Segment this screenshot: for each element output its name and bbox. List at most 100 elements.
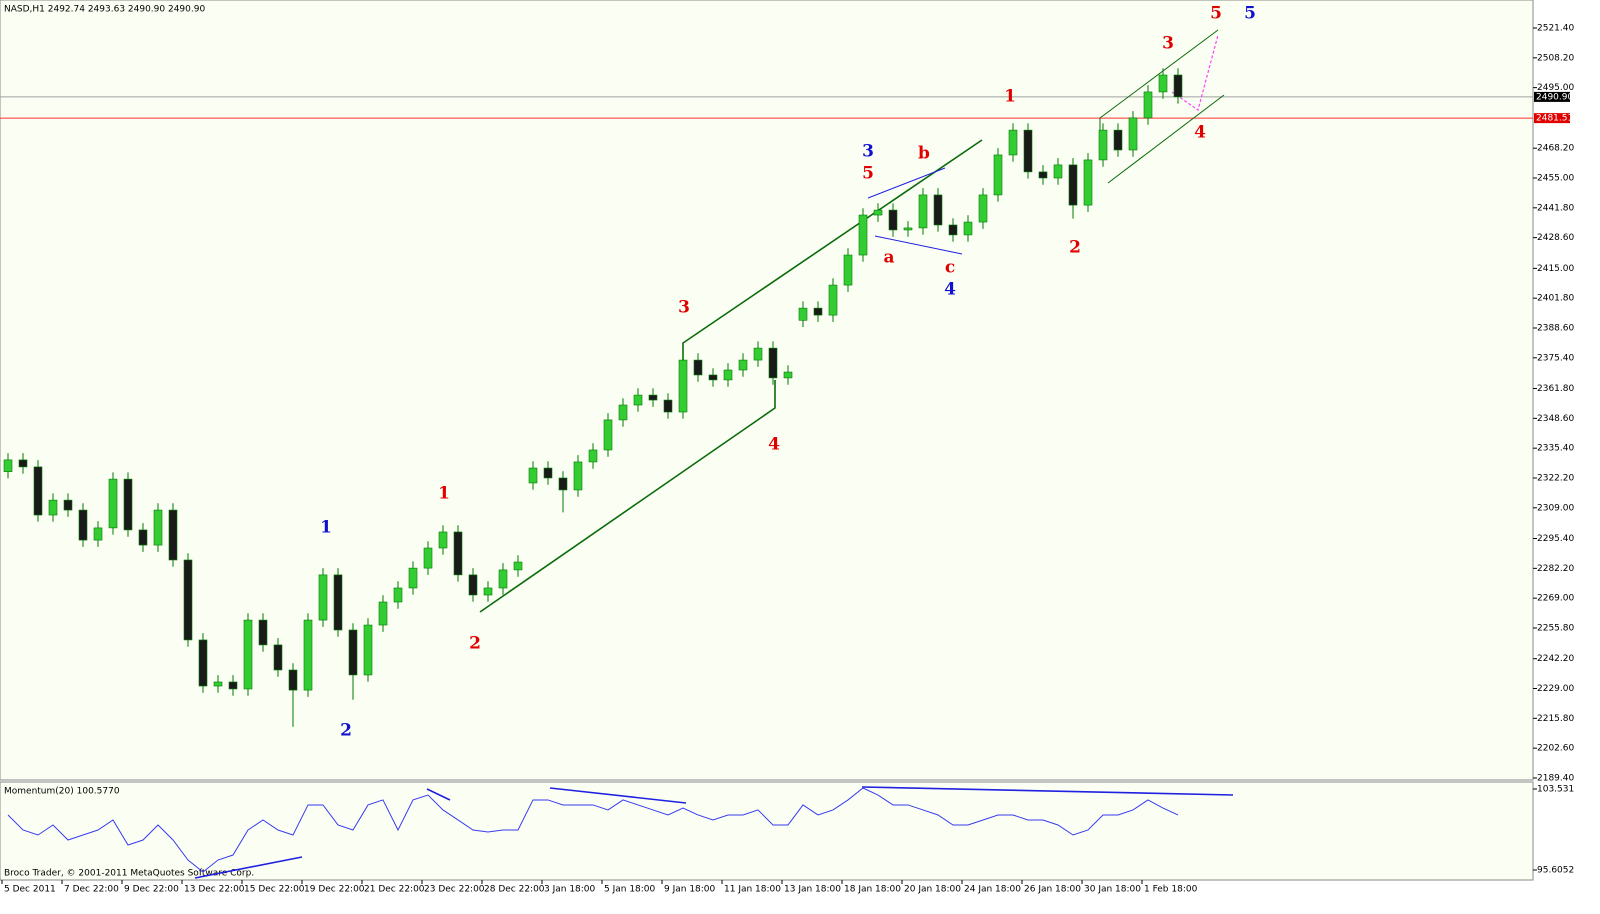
candle-body xyxy=(903,227,913,231)
candle-body xyxy=(1038,171,1048,179)
candle-body xyxy=(1143,91,1153,119)
wave-label: 2 xyxy=(469,634,481,654)
candle-body xyxy=(123,478,133,531)
x-tick-label: 26 Jan 18:00 xyxy=(1024,885,1081,895)
x-tick-label: 24 Jan 18:00 xyxy=(964,885,1021,895)
wave-label: a xyxy=(883,248,894,268)
candle-body xyxy=(1128,117,1138,151)
trend-line xyxy=(1171,34,1219,111)
candle-body xyxy=(993,154,1003,196)
wave-label: 5 xyxy=(1210,4,1222,24)
x-tick-label: 9 Dec 22:00 xyxy=(124,885,179,895)
candle-body xyxy=(378,601,388,626)
y-tick-label: 2295.40 xyxy=(1537,534,1574,544)
price-label-box xyxy=(1534,113,1570,124)
price-label: 2481.51 xyxy=(1536,114,1573,124)
x-tick-label: 11 Jan 18:00 xyxy=(724,885,781,895)
candle-body xyxy=(393,587,403,603)
candle-body xyxy=(3,459,13,472)
wave-label: 1 xyxy=(1004,87,1016,107)
candle-body xyxy=(543,467,553,479)
candle-body xyxy=(303,619,313,691)
x-tick-label: 21 Dec 22:00 xyxy=(364,885,425,895)
candle-body xyxy=(48,499,58,516)
candle-body xyxy=(753,347,763,361)
wave-label: 2 xyxy=(1069,238,1081,258)
y-tick-label: 2441.80 xyxy=(1537,203,1574,213)
candle-body xyxy=(858,214,868,256)
y-tick-label: 2215.80 xyxy=(1537,714,1574,724)
candle-body xyxy=(528,467,538,484)
candle-body xyxy=(198,639,208,687)
x-tick-label: 9 Jan 18:00 xyxy=(664,885,716,895)
y-tick-label: 103.531 xyxy=(1537,785,1574,795)
wave-label: 4 xyxy=(768,435,780,455)
wave-label: c xyxy=(945,258,955,278)
y-tick-label: 2229.00 xyxy=(1537,684,1574,694)
candle-body xyxy=(978,194,988,223)
copyright: Broco Trader, © 2001-2011 MetaQuotes Sof… xyxy=(4,869,254,879)
candle-body xyxy=(573,461,583,491)
candle-body xyxy=(618,404,628,421)
y-tick-label: 2202.60 xyxy=(1537,744,1574,754)
candle-body xyxy=(1098,129,1108,161)
x-tick-label: 20 Jan 18:00 xyxy=(904,885,961,895)
candle-body xyxy=(843,254,853,286)
candle-body xyxy=(363,624,373,676)
wave-label: 3 xyxy=(1162,34,1174,54)
candle-body xyxy=(258,619,268,646)
price-label-box xyxy=(1534,91,1570,102)
candle-body xyxy=(63,499,73,511)
candle-body xyxy=(408,567,418,589)
candle-body xyxy=(168,509,178,561)
x-tick-label: 18 Jan 18:00 xyxy=(844,885,901,895)
trend-line xyxy=(874,235,963,255)
candle-body xyxy=(423,547,433,569)
candle-body xyxy=(348,629,358,676)
candle-body xyxy=(213,681,223,687)
candle-body xyxy=(813,307,823,316)
candle-body xyxy=(693,359,703,376)
candle-body xyxy=(648,394,658,401)
wave-label: 4 xyxy=(944,280,956,300)
y-tick-label: 2455.00 xyxy=(1537,174,1574,184)
candle-body xyxy=(738,359,748,371)
candle-body xyxy=(783,371,793,379)
wave-label: 1 xyxy=(438,484,450,504)
candle-body xyxy=(108,478,118,529)
candle-body xyxy=(678,359,688,413)
candle-body xyxy=(1053,164,1063,179)
candle-body xyxy=(93,527,103,541)
y-tick-label: 2468.20 xyxy=(1537,144,1574,154)
candle-body xyxy=(273,644,283,671)
price-label: 2490.90 xyxy=(1536,92,1573,102)
candle-body xyxy=(228,681,238,690)
x-tick-label: 15 Dec 22:00 xyxy=(244,885,305,895)
y-tick-label: 2388.60 xyxy=(1537,323,1574,333)
wave-label: 2 xyxy=(340,721,352,741)
main-panel xyxy=(0,0,1534,781)
x-tick-label: 13 Jan 18:00 xyxy=(784,885,841,895)
x-tick-label: 7 Dec 22:00 xyxy=(64,885,119,895)
y-tick-label: 95.6052 xyxy=(1537,865,1574,875)
candle-body xyxy=(288,669,298,691)
y-tick-label: 2428.60 xyxy=(1537,233,1574,243)
y-tick-label: 2309.00 xyxy=(1537,503,1574,513)
y-tick-label: 2269.00 xyxy=(1537,594,1574,604)
candle-body xyxy=(768,347,778,379)
candle-body xyxy=(438,531,448,549)
candle-body xyxy=(603,419,613,451)
trend-line xyxy=(194,856,303,879)
x-tick-label: 28 Dec 22:00 xyxy=(484,885,545,895)
y-tick-label: 2495.00 xyxy=(1537,83,1574,93)
y-tick-label: 2508.20 xyxy=(1537,53,1574,63)
wave-label: 5 xyxy=(1244,4,1256,24)
candle-body xyxy=(243,619,253,690)
candle-body xyxy=(483,587,493,596)
candle-body xyxy=(963,221,973,236)
indicator-panel xyxy=(0,781,1534,881)
y-tick-label: 2375.40 xyxy=(1537,353,1574,363)
candle-body xyxy=(708,374,718,381)
candle-body xyxy=(333,574,343,631)
